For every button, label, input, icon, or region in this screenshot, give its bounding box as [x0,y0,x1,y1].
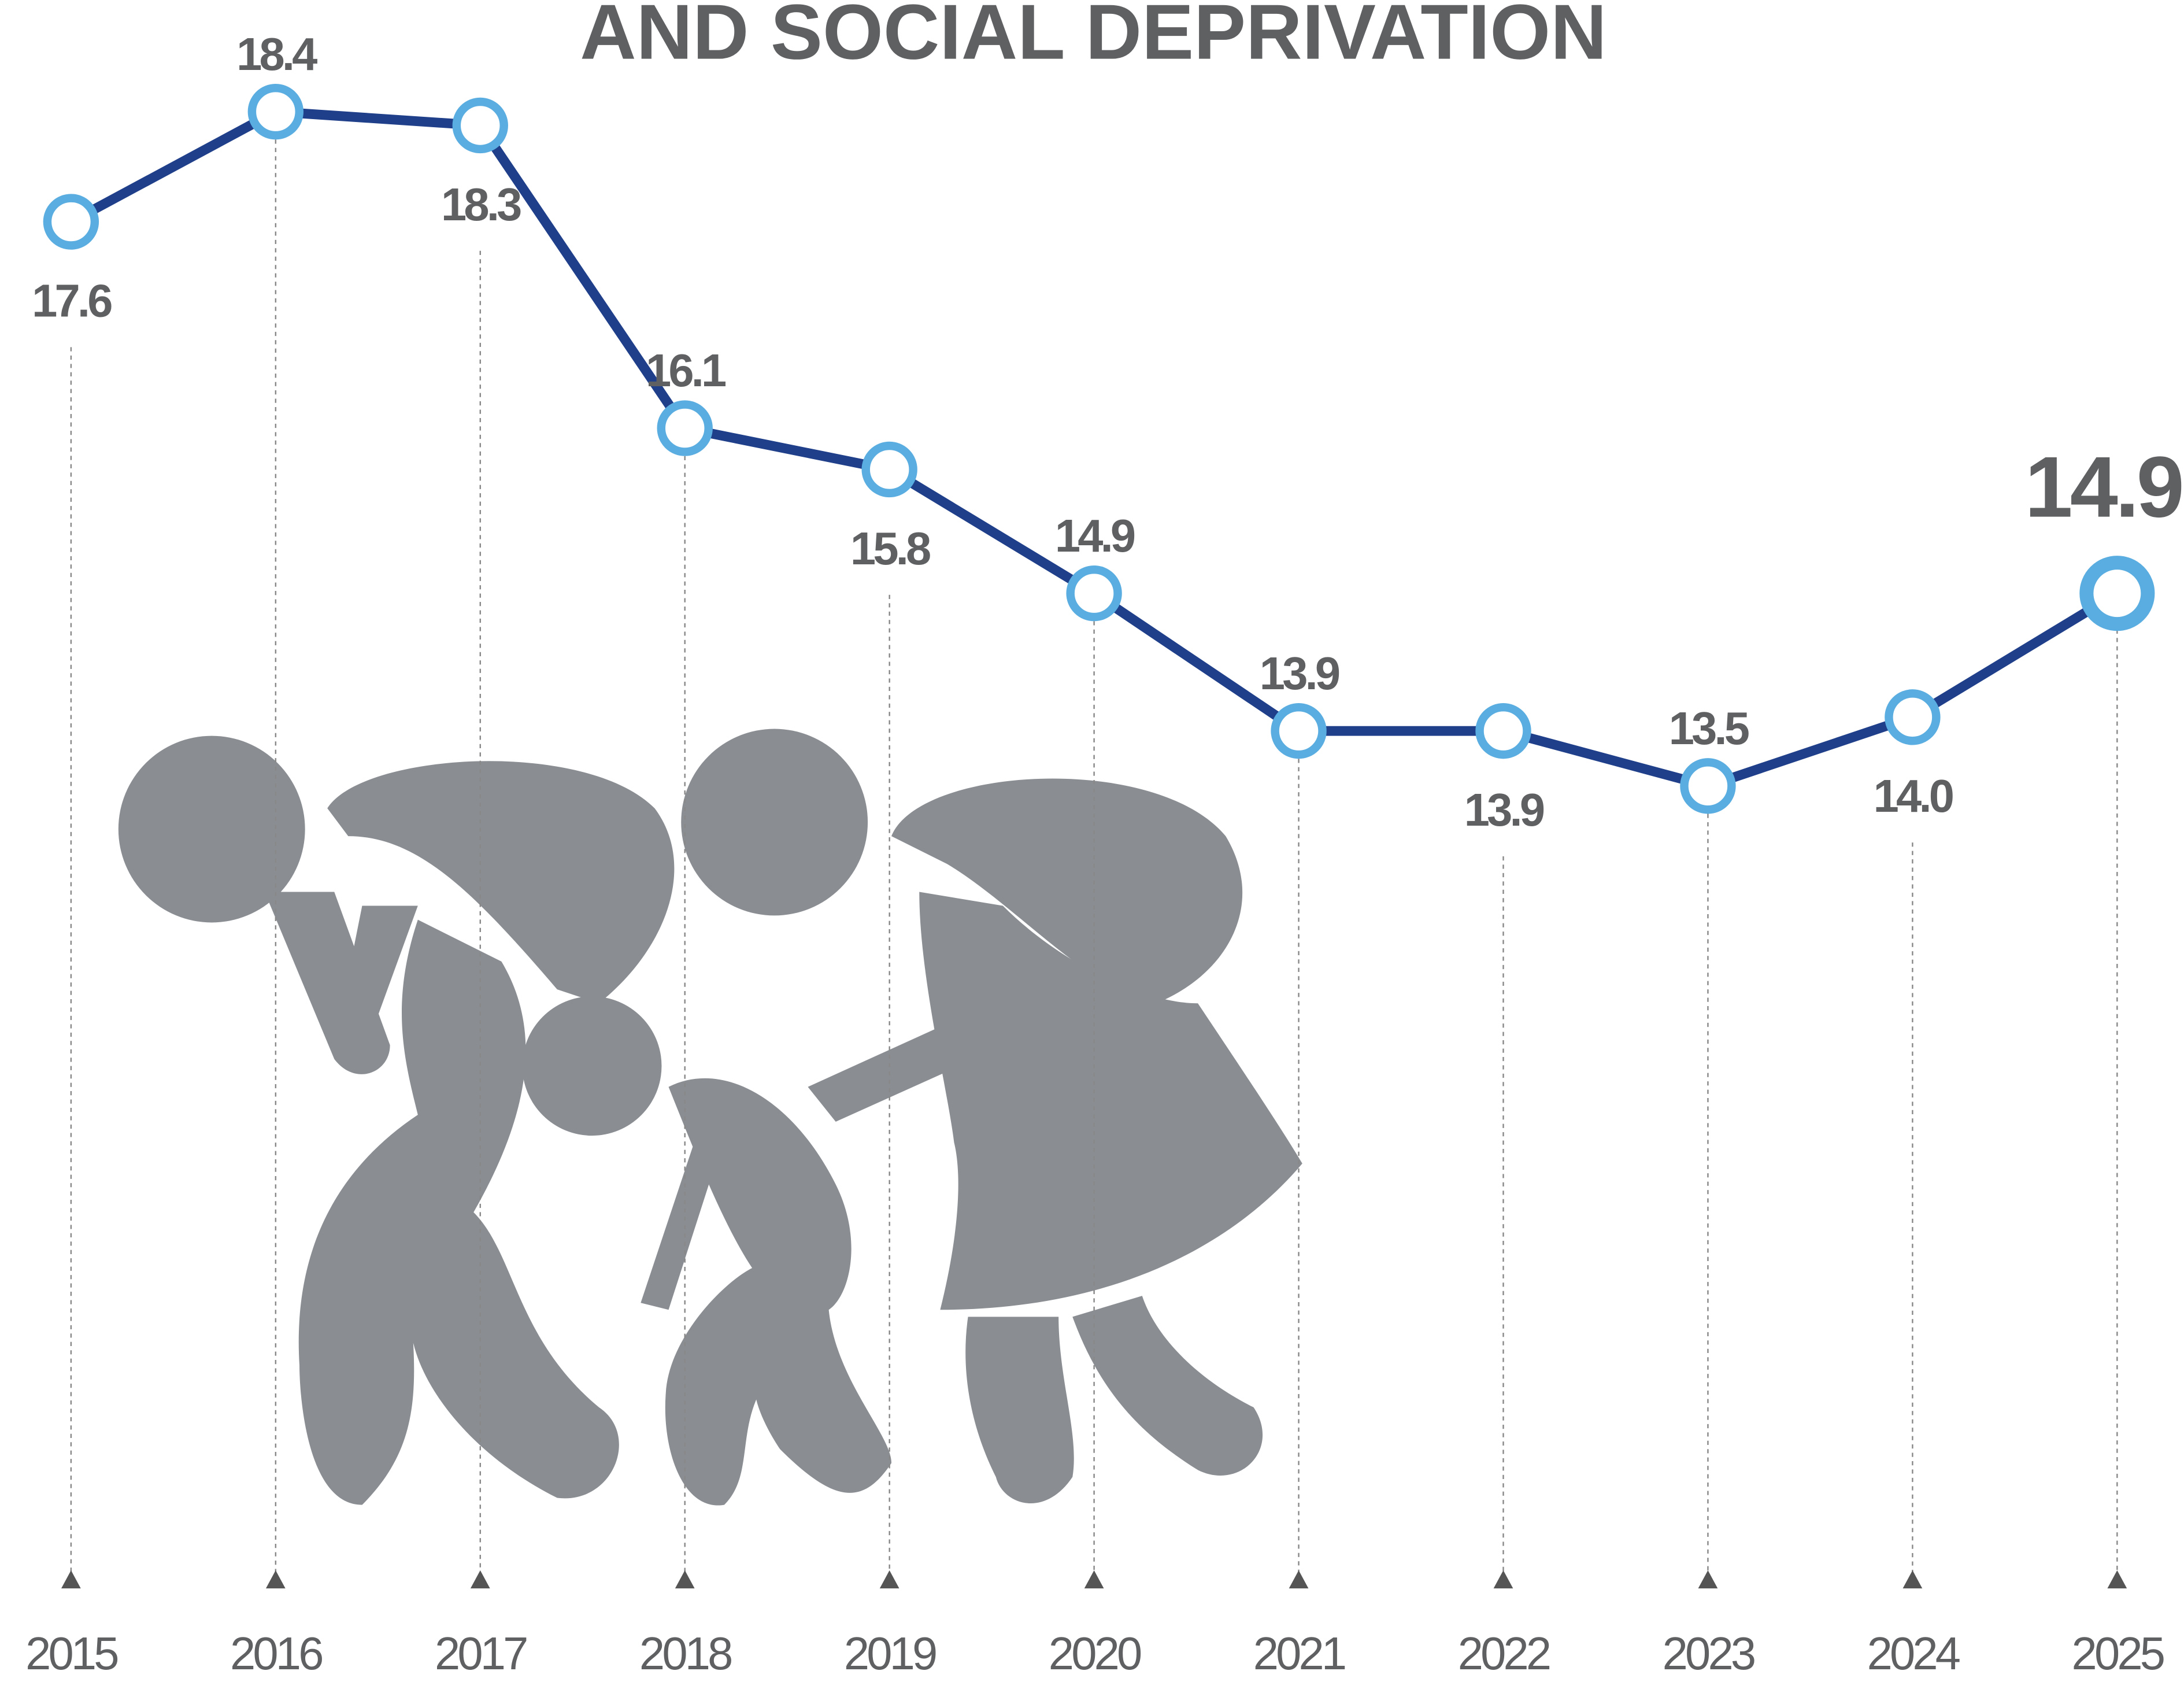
guide-arrow [2107,1570,2127,1589]
data-point [43,194,99,250]
data-label: 16.1 [646,345,725,396]
data-point [657,400,713,456]
family-illustration [118,729,1302,1506]
data-label: 17.6 [32,275,112,326]
x-tick-label: 2017 [435,1628,527,1679]
guide-arrow [675,1570,695,1589]
data-label: 14.9 [2025,439,2182,535]
data-point [452,97,508,154]
guide-arrow [1084,1570,1104,1589]
data-label: 13.9 [1260,648,1339,699]
x-tick-label: 2023 [1663,1628,1754,1679]
guide-arrow [265,1570,286,1589]
data-label: 14.0 [1874,770,1953,822]
data-label: 18.4 [236,28,317,80]
data-line [68,106,2120,791]
x-tick-label: 2021 [1253,1628,1345,1679]
chart-title: AND SOCIAL DEPRIVATION [580,0,1606,76]
data-label: 13.5 [1669,703,1749,754]
data-label: 15.8 [850,523,930,574]
data-label: 18.3 [441,179,521,230]
x-tick-label: 2015 [25,1628,117,1679]
data-label: 13.9 [1464,784,1544,836]
x-tick-label: 2022 [1458,1628,1550,1679]
data-point [861,441,917,498]
x-tick-label: 2018 [639,1628,731,1679]
x-tick-label: 2025 [2072,1628,2164,1679]
x-tick-label: 2016 [230,1628,322,1679]
guide-arrow [470,1570,490,1589]
data-label: 14.9 [1055,510,1135,561]
x-tick-label: 2020 [1049,1628,1141,1679]
guide-arrow [1493,1570,1513,1589]
x-tick-label: 2024 [1867,1628,1960,1679]
data-point [247,83,304,140]
guide-arrow [1698,1570,1718,1589]
guide-arrow [1289,1570,1309,1589]
guide-arrow [61,1570,81,1589]
x-tick-label: 2019 [844,1628,936,1679]
data-point [2079,556,2155,631]
guide-arrow [1902,1570,1923,1589]
data-point [1680,758,1736,814]
data-point [1271,703,1327,759]
guide-arrow [879,1570,899,1589]
data-point [1475,703,1531,759]
data-point [1066,565,1122,622]
data-point [1885,689,1941,745]
